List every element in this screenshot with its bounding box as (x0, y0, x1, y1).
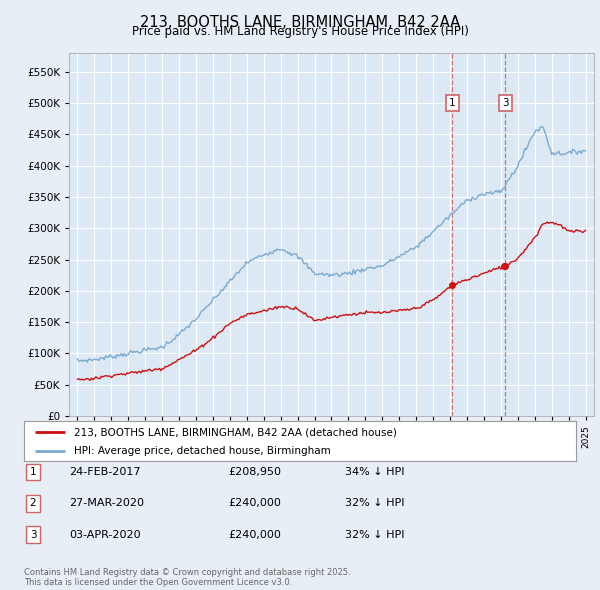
Text: 03-APR-2020: 03-APR-2020 (69, 530, 140, 539)
Text: £240,000: £240,000 (228, 499, 281, 508)
Text: HPI: Average price, detached house, Birmingham: HPI: Average price, detached house, Birm… (74, 445, 331, 455)
Text: 3: 3 (29, 530, 37, 539)
Text: 213, BOOTHS LANE, BIRMINGHAM, B42 2AA (detached house): 213, BOOTHS LANE, BIRMINGHAM, B42 2AA (d… (74, 427, 397, 437)
Text: £240,000: £240,000 (228, 530, 281, 539)
Text: 32% ↓ HPI: 32% ↓ HPI (345, 530, 404, 539)
Text: Price paid vs. HM Land Registry's House Price Index (HPI): Price paid vs. HM Land Registry's House … (131, 25, 469, 38)
Text: 34% ↓ HPI: 34% ↓ HPI (345, 467, 404, 477)
Text: 3: 3 (502, 98, 508, 108)
Text: 213, BOOTHS LANE, BIRMINGHAM, B42 2AA: 213, BOOTHS LANE, BIRMINGHAM, B42 2AA (140, 15, 460, 30)
Text: 1: 1 (449, 98, 455, 108)
Text: 32% ↓ HPI: 32% ↓ HPI (345, 499, 404, 508)
Text: Contains HM Land Registry data © Crown copyright and database right 2025.
This d: Contains HM Land Registry data © Crown c… (24, 568, 350, 587)
Text: £208,950: £208,950 (228, 467, 281, 477)
Text: 24-FEB-2017: 24-FEB-2017 (69, 467, 140, 477)
Text: 2: 2 (29, 499, 37, 508)
Text: 27-MAR-2020: 27-MAR-2020 (69, 499, 144, 508)
Text: 1: 1 (29, 467, 37, 477)
